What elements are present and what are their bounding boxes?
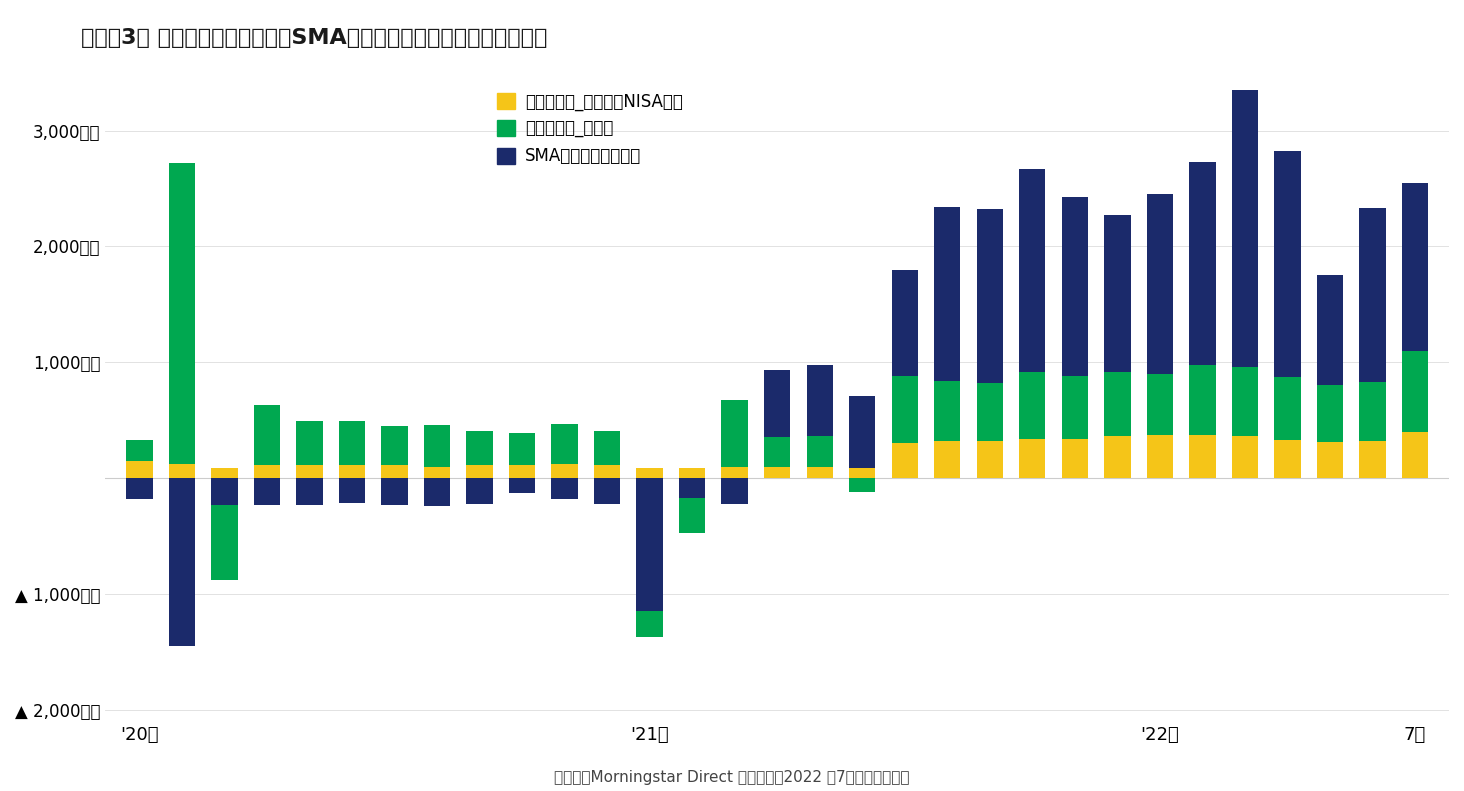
Bar bbox=[1146, 435, 1173, 479]
Bar bbox=[1189, 162, 1215, 365]
Bar bbox=[764, 467, 791, 479]
Bar bbox=[892, 270, 918, 377]
Bar bbox=[509, 465, 536, 479]
Bar bbox=[722, 479, 748, 504]
Bar bbox=[1231, 437, 1258, 479]
Bar bbox=[1189, 435, 1215, 479]
Bar bbox=[1189, 365, 1215, 435]
Bar bbox=[594, 479, 621, 504]
Bar bbox=[296, 465, 322, 479]
Bar bbox=[1104, 372, 1130, 437]
Legend: バランス型_つみたてNISA対象, バランス型_その他, SMA専用ファンド全体: バランス型_つみたてNISA対象, バランス型_その他, SMA専用ファンド全体 bbox=[490, 85, 690, 172]
Bar bbox=[679, 498, 706, 532]
Bar bbox=[509, 479, 536, 494]
Bar bbox=[253, 405, 280, 465]
Bar bbox=[126, 461, 152, 479]
Bar bbox=[1359, 441, 1385, 479]
Bar bbox=[637, 479, 663, 611]
Bar bbox=[764, 437, 791, 467]
Bar bbox=[807, 437, 833, 467]
Bar bbox=[296, 479, 322, 505]
Bar bbox=[849, 479, 875, 492]
Bar bbox=[425, 425, 451, 467]
Bar bbox=[168, 163, 195, 464]
Bar bbox=[168, 479, 195, 646]
Bar bbox=[679, 467, 706, 479]
Bar bbox=[1231, 89, 1258, 367]
Bar bbox=[976, 210, 1003, 383]
Bar bbox=[425, 467, 451, 479]
Bar bbox=[211, 479, 237, 505]
Bar bbox=[1359, 382, 1385, 441]
Bar bbox=[1061, 197, 1088, 377]
Bar bbox=[253, 465, 280, 479]
Text: （資料）Morningstar Direct より作成。2022 年7月のみ推計値。: （資料）Morningstar Direct より作成。2022 年7月のみ推計… bbox=[555, 770, 909, 785]
Bar bbox=[552, 479, 578, 499]
Bar bbox=[934, 380, 960, 441]
Bar bbox=[1359, 208, 1385, 382]
Bar bbox=[1146, 374, 1173, 435]
Bar bbox=[1403, 350, 1429, 432]
Bar bbox=[849, 396, 875, 467]
Bar bbox=[1316, 275, 1342, 385]
Bar bbox=[1316, 442, 1342, 479]
Bar bbox=[253, 479, 280, 505]
Bar bbox=[722, 400, 748, 467]
Bar bbox=[1104, 215, 1130, 372]
Bar bbox=[1104, 437, 1130, 479]
Bar bbox=[1019, 372, 1045, 439]
Bar bbox=[637, 467, 663, 479]
Bar bbox=[594, 465, 621, 479]
Bar bbox=[381, 479, 407, 505]
Bar bbox=[168, 464, 195, 479]
Bar bbox=[1019, 168, 1045, 372]
Bar bbox=[934, 441, 960, 479]
Bar bbox=[1146, 195, 1173, 374]
Bar bbox=[764, 370, 791, 437]
Bar bbox=[381, 465, 407, 479]
Bar bbox=[1061, 439, 1088, 479]
Bar bbox=[892, 377, 918, 444]
Bar bbox=[467, 430, 493, 465]
Bar bbox=[1019, 439, 1045, 479]
Bar bbox=[552, 424, 578, 464]
Bar bbox=[338, 479, 365, 502]
Bar bbox=[1274, 440, 1300, 479]
Bar bbox=[211, 505, 237, 580]
Bar bbox=[467, 465, 493, 479]
Bar bbox=[381, 426, 407, 465]
Bar bbox=[296, 422, 322, 465]
Bar bbox=[722, 467, 748, 479]
Bar bbox=[425, 479, 451, 506]
Bar bbox=[126, 440, 152, 461]
Bar bbox=[976, 441, 1003, 479]
Bar bbox=[892, 444, 918, 479]
Bar bbox=[338, 422, 365, 465]
Bar bbox=[338, 465, 365, 479]
Bar bbox=[126, 479, 152, 499]
Bar bbox=[211, 467, 237, 479]
Bar bbox=[1274, 151, 1300, 377]
Bar bbox=[509, 433, 536, 465]
Bar bbox=[552, 464, 578, 479]
Bar bbox=[637, 611, 663, 637]
Bar bbox=[807, 365, 833, 437]
Bar bbox=[976, 383, 1003, 441]
Bar bbox=[807, 467, 833, 479]
Bar bbox=[1231, 367, 1258, 437]
Bar bbox=[1403, 183, 1429, 350]
Bar bbox=[1316, 385, 1342, 442]
Bar bbox=[594, 430, 621, 465]
Bar bbox=[1061, 377, 1088, 439]
Bar bbox=[934, 207, 960, 380]
Text: 【図表3】 バランス型ファンドとSMA専用ファンドの資金流出入の推移: 【図表3】 バランス型ファンドとSMA専用ファンドの資金流出入の推移 bbox=[81, 28, 548, 47]
Bar bbox=[849, 467, 875, 479]
Bar bbox=[1274, 377, 1300, 440]
Bar bbox=[467, 479, 493, 504]
Bar bbox=[1403, 432, 1429, 479]
Bar bbox=[679, 479, 706, 498]
